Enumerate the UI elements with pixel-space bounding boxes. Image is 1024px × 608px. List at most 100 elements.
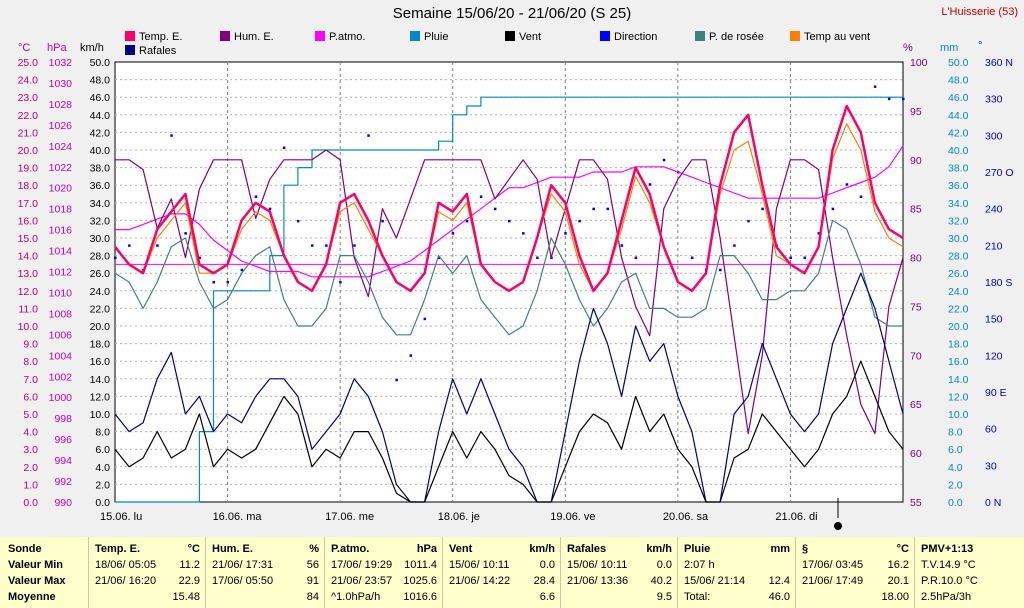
dir-tick-label: 270 O bbox=[985, 167, 1014, 179]
table-cell: 21/06/ 17:49 bbox=[802, 575, 864, 587]
dir-tick-label: 0 N bbox=[985, 497, 1001, 509]
table-cell: 18/06/ 05:05 bbox=[95, 559, 157, 571]
temp-tick-label: 10.0 bbox=[18, 321, 39, 333]
table-cell: 12.4 bbox=[768, 575, 790, 587]
table-cell: mm bbox=[770, 543, 790, 555]
table-cell: Rafales bbox=[567, 543, 607, 555]
direction-point bbox=[789, 256, 792, 260]
table-cell: 91 bbox=[306, 575, 319, 587]
hum-tick-label: 80 bbox=[910, 253, 922, 265]
series-line-vent bbox=[114, 360, 904, 503]
rain-tick-label: 48.0 bbox=[948, 75, 969, 87]
legend-label: Hum. E. bbox=[234, 31, 274, 43]
station-name: L'Huisserie (53) bbox=[941, 6, 1018, 18]
direction-point bbox=[282, 146, 286, 150]
table-cell: Total: bbox=[684, 591, 711, 603]
dir-tick-label: 240 bbox=[985, 204, 1003, 216]
wind-tick-label: 40.0 bbox=[90, 145, 111, 157]
series-line-p-de-ros-e bbox=[114, 219, 903, 336]
table-cell: 15.48 bbox=[172, 591, 200, 603]
direction-point bbox=[522, 232, 525, 235]
temp-tick-label: 13.0 bbox=[18, 268, 39, 280]
temp-tick-label: 21.0 bbox=[18, 127, 39, 139]
temp-tick-label: 23.0 bbox=[18, 92, 39, 104]
table-cell: 17/06/ 05:50 bbox=[212, 575, 274, 587]
press-tick-label: 1014 bbox=[49, 246, 73, 258]
temp-tick-label: 1.0 bbox=[23, 479, 38, 491]
rain-tick-label: 8.0 bbox=[948, 427, 963, 439]
row-label-min: Valeur Min bbox=[8, 559, 64, 571]
legend-item: P. de rosée bbox=[695, 31, 764, 43]
pmv-line2: P.R.10.0 °C bbox=[921, 575, 978, 587]
table-cell: 17/06/ 03:45 bbox=[802, 559, 864, 571]
table-cell: Temp. E. bbox=[95, 543, 141, 555]
direction-point bbox=[620, 244, 624, 247]
unit-dir: ° bbox=[978, 40, 983, 52]
direction-point bbox=[606, 207, 609, 211]
direction-point bbox=[240, 268, 244, 272]
table-cell: 46.0 bbox=[768, 591, 790, 603]
press-tick-label: 1026 bbox=[49, 120, 73, 132]
series-line-temp-e bbox=[114, 104, 904, 293]
table-cell: ^1.0hPa/h bbox=[331, 591, 381, 603]
table-cell: 18.00 bbox=[881, 591, 909, 603]
table-cell: 15/06/ 10:11 bbox=[567, 559, 628, 571]
direction-point bbox=[803, 256, 806, 260]
rain-tick-label: 42.0 bbox=[948, 127, 969, 139]
direction-point bbox=[268, 207, 272, 211]
hum-tick-label: 65 bbox=[910, 399, 922, 411]
direction-point bbox=[662, 158, 666, 162]
table-cell: 40.2 bbox=[650, 575, 672, 587]
temp-tick-label: 4.0 bbox=[23, 427, 38, 439]
unit-press: hPa bbox=[47, 42, 67, 54]
temp-tick-label: 19.0 bbox=[18, 163, 39, 175]
press-tick-label: 1018 bbox=[49, 204, 73, 216]
legend-item: P.atmo. bbox=[315, 31, 366, 43]
x-tick-label: 19.06. ve bbox=[550, 511, 596, 523]
table-cell: 21/06/ 23:57 bbox=[331, 575, 393, 587]
series-line-rafales bbox=[114, 272, 904, 503]
table-column: P.atmo. hPa 17/06/ 19:29 1011.4 21/06/ 23:57… bbox=[324, 537, 443, 608]
press-tick-label: 1030 bbox=[49, 78, 73, 90]
temp-tick-label: 9.0 bbox=[23, 339, 38, 351]
wind-tick-label: 30.0 bbox=[90, 233, 111, 245]
row-label-sonde: Sonde bbox=[8, 543, 42, 555]
rain-tick-label: 46.0 bbox=[948, 92, 969, 104]
direction-point bbox=[184, 232, 187, 235]
dir-tick-label: 90 E bbox=[985, 387, 1007, 399]
wind-tick-label: 38.0 bbox=[90, 163, 111, 175]
rain-tick-label: 12.0 bbox=[948, 391, 969, 403]
direction-point bbox=[381, 219, 384, 223]
rain-tick-label: 50.0 bbox=[948, 57, 969, 69]
legend-swatch bbox=[315, 31, 325, 41]
temp-tick-label: 17.0 bbox=[18, 198, 39, 210]
row-label-avg: Moyenne bbox=[8, 591, 56, 603]
wind-tick-label: 50.0 bbox=[90, 57, 111, 69]
rain-tick-label: 26.0 bbox=[948, 268, 969, 280]
temp-tick-label: 25.0 bbox=[18, 57, 39, 69]
rain-tick-label: 38.0 bbox=[948, 163, 969, 175]
direction-point bbox=[873, 85, 877, 88]
press-tick-label: 1002 bbox=[49, 371, 73, 383]
pmv-column: PMV+1:13 T.V.14.9 °C P.R.10.0 °C 2.5hPa/… bbox=[914, 537, 1024, 608]
direction-point bbox=[733, 244, 736, 247]
x-tick-label: 17.06. me bbox=[325, 511, 375, 523]
rain-tick-label: 44.0 bbox=[948, 110, 969, 122]
temp-tick-label: 0.0 bbox=[23, 497, 38, 509]
rain-tick-label: 0.0 bbox=[948, 497, 963, 509]
direction-point bbox=[479, 195, 483, 198]
wind-tick-label: 46.0 bbox=[90, 92, 111, 104]
unit-wind: km/h bbox=[80, 42, 104, 54]
table-cell: 21/06/ 17:31 bbox=[212, 559, 274, 571]
series-line-pluie bbox=[115, 96, 903, 503]
hum-tick-label: 95 bbox=[910, 106, 922, 118]
temp-tick-label: 18.0 bbox=[18, 180, 39, 192]
temp-tick-label: 15.0 bbox=[18, 233, 39, 245]
direction-point bbox=[367, 134, 370, 137]
table-cell: 0.0 bbox=[539, 559, 555, 571]
pmv-line1: T.V.14.9 °C bbox=[921, 559, 976, 571]
pmv-line3: 2.5hPa/3h bbox=[921, 591, 972, 603]
legend-label: Direction bbox=[614, 31, 658, 43]
legend-item: Temp. E. bbox=[125, 31, 182, 43]
press-tick-label: 1022 bbox=[49, 162, 73, 174]
